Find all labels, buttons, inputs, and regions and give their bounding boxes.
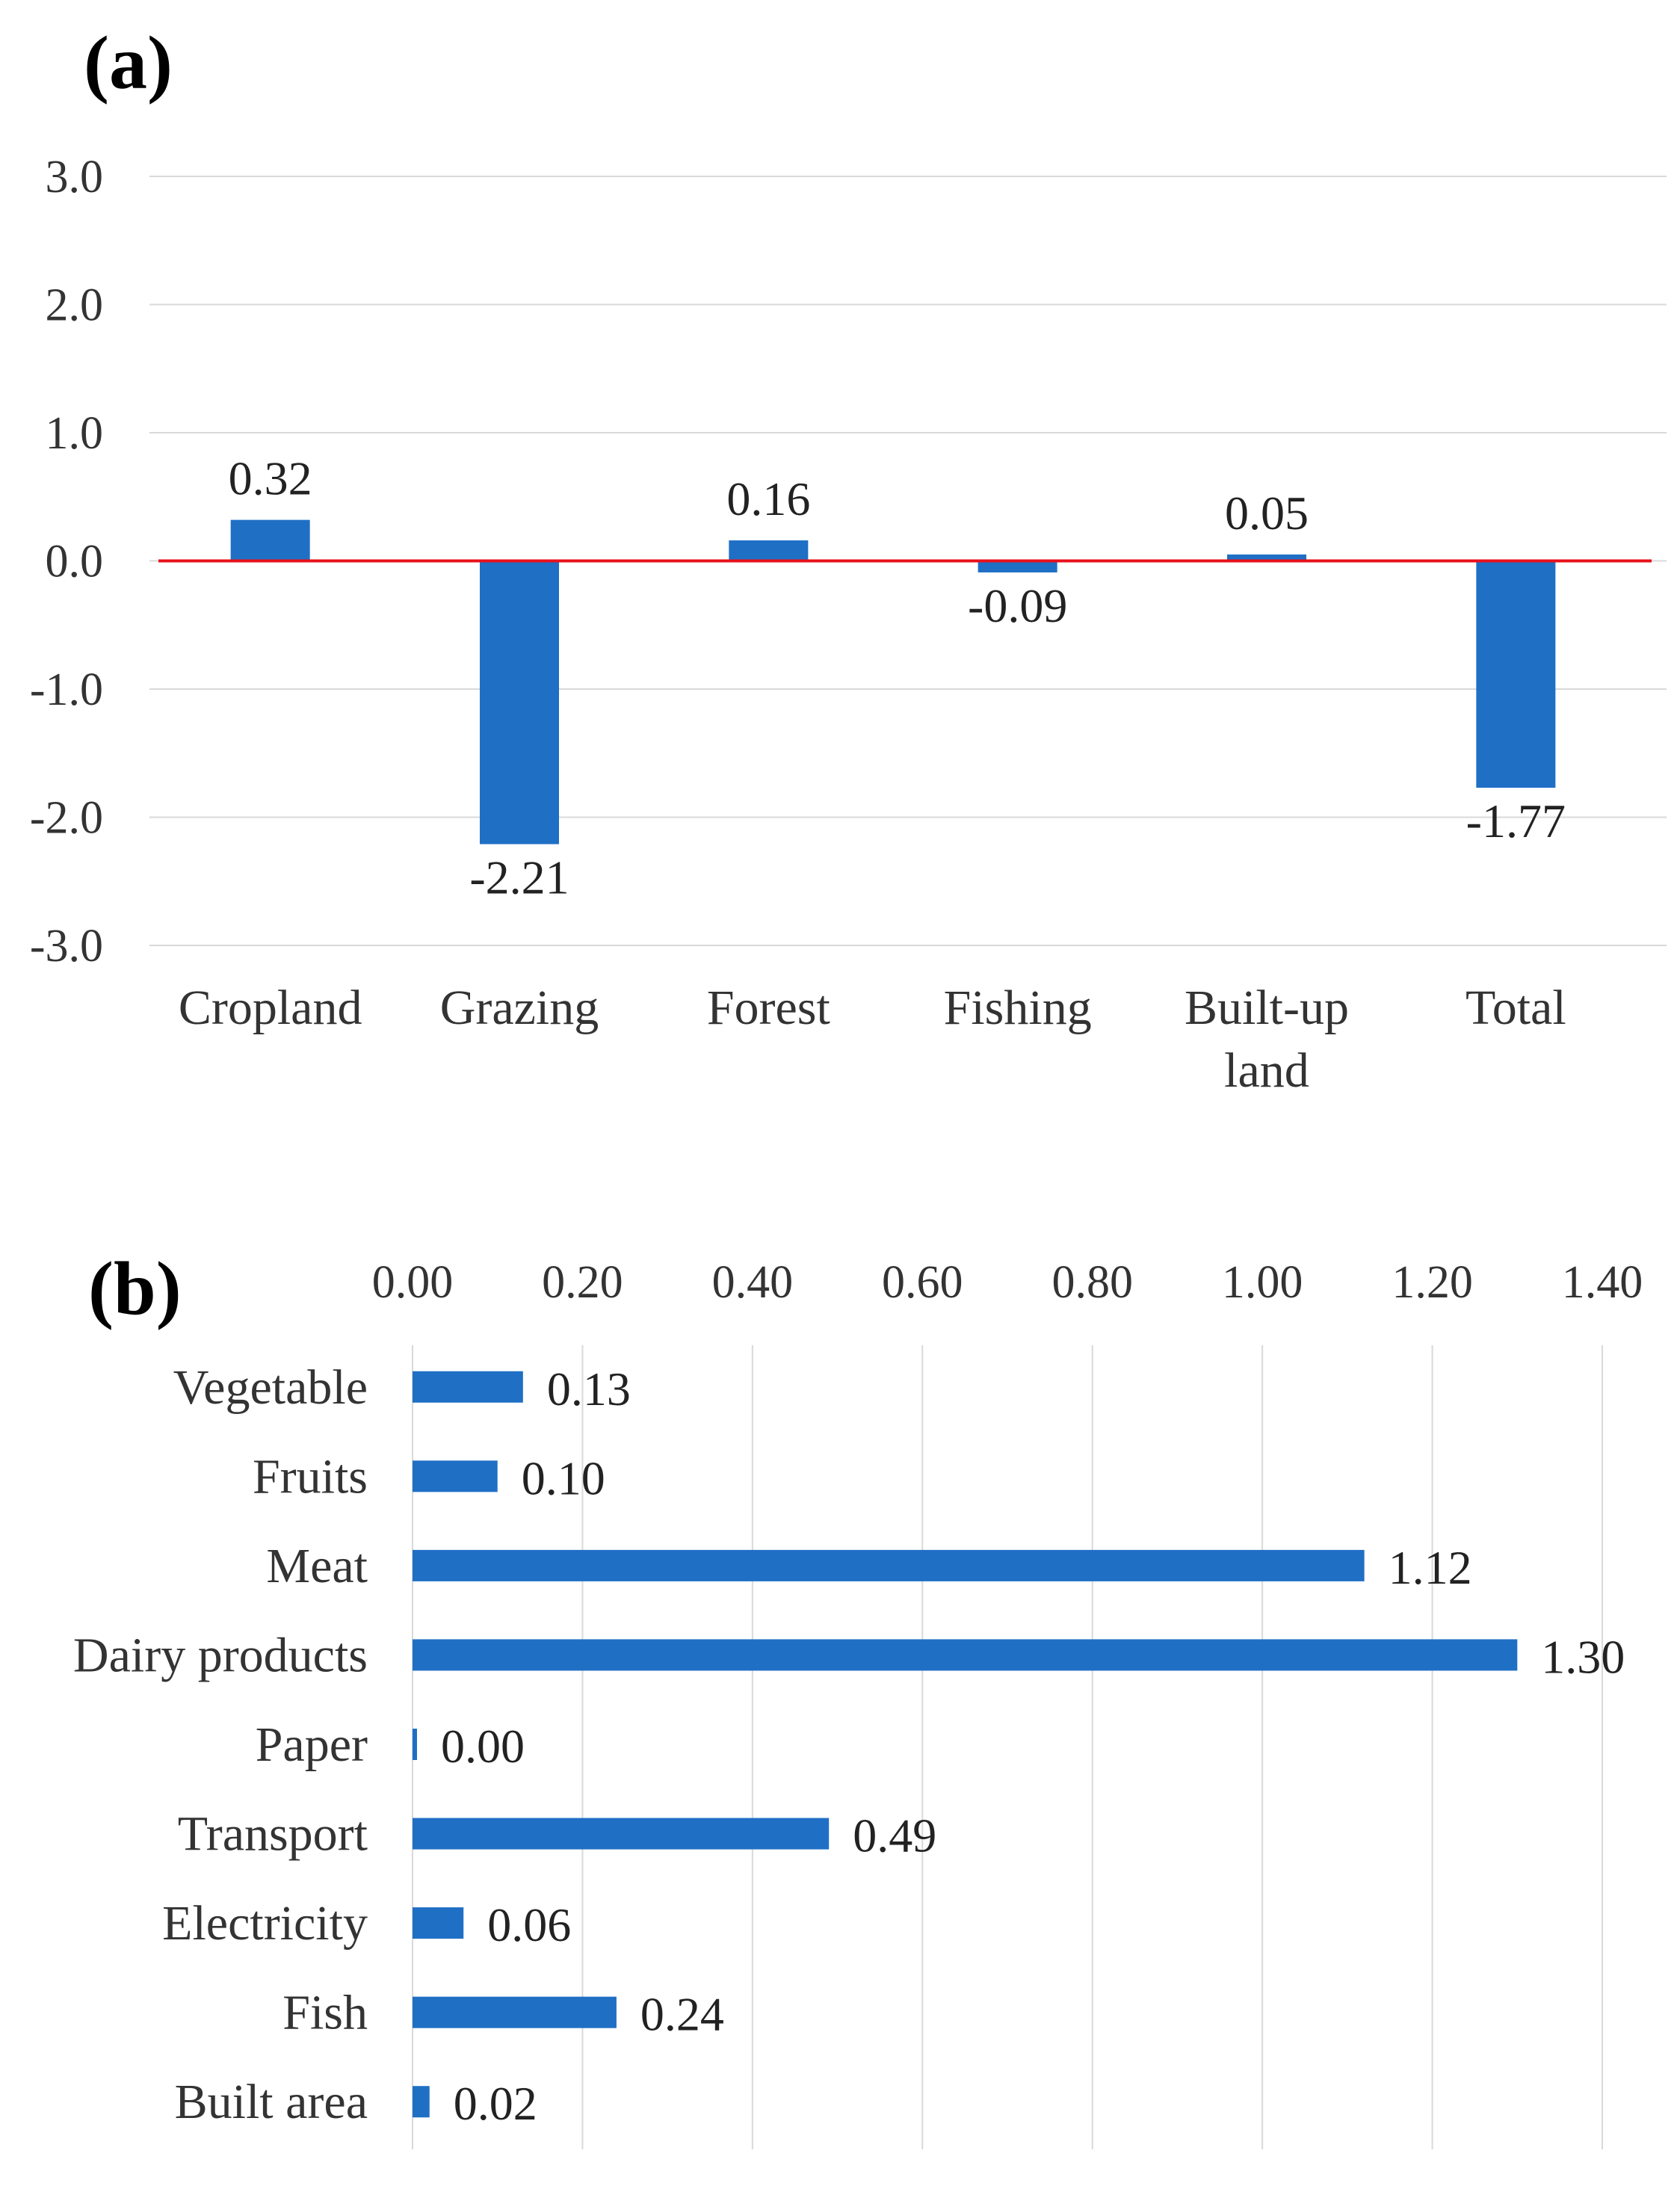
panel-b-bar — [413, 1549, 1365, 1581]
panel-b-data-label: 0.06 — [487, 1898, 571, 1951]
panel-b-x-tick: 0.20 — [542, 1257, 623, 1308]
panel-a-y-tick: 0.0 — [46, 537, 104, 587]
panel-b-data-label: 1.30 — [1541, 1630, 1625, 1683]
panel-a-category-label: land — [1224, 1043, 1309, 1098]
panel-b-x-tick: 0.80 — [1051, 1257, 1133, 1308]
panel-b-category-label: Dairy products — [73, 1628, 368, 1682]
panel-b-x-tick: 1.40 — [1562, 1257, 1643, 1308]
panel-b-data-labels: 0.13 0.10 1.12 1.30 0.00 0.49 0.06 0.24 0.02 — [441, 1362, 1625, 2130]
panel-b-x-tick-labels: 0.00 0.20 0.40 0.60 0.80 1.00 1.20 1.40 — [372, 1257, 1643, 1308]
panel-a-data-labels: 0.32 -2.21 0.16 -0.09 0.05 -1.77 — [229, 452, 1566, 904]
panel-b-category-label: Vegetable — [173, 1360, 368, 1415]
panel-b-bar — [413, 1996, 617, 2028]
panel-a-bar — [978, 561, 1057, 572]
panel-a-category-label: Grazing — [440, 981, 599, 1035]
panel-b-x-tick: 0.00 — [372, 1257, 454, 1308]
panel-b-category-label: Meat — [266, 1539, 368, 1593]
panel-b-x-tick: 0.60 — [882, 1257, 963, 1308]
panel-b-bar — [413, 1639, 1518, 1671]
panel-b-category-label: Transport — [178, 1807, 368, 1862]
panel-b: (b) 0.00 0.20 0.40 0.60 0.80 1.00 1.20 1.40 0.1… — [73, 1247, 1643, 2149]
panel-a-data-label: 0.05 — [1225, 487, 1309, 540]
panel-a-category-label: Fishing — [944, 981, 1092, 1035]
panel-a-category-labels: Cropland Grazing Forest Fishing Built-up land… — [179, 981, 1566, 1098]
panel-a: (a) 3.02.01.00.0-1.0-2.0-3.0 0.32-2.210.… — [30, 21, 1667, 1098]
panel-a-data-label: -1.77 — [1466, 794, 1566, 847]
panel-a-category-label: Cropland — [179, 981, 362, 1035]
panel-b-bar — [413, 1818, 830, 1850]
panel-a-y-tick-labels: 3.0 2.0 1.0 0.0 -1.0 -2.0 -3.0 — [30, 152, 103, 972]
panel-a-category-label: Built-up — [1185, 981, 1349, 1035]
panel-a-y-tick: 2.0 — [46, 280, 104, 331]
panel-a-data-label: -2.21 — [469, 851, 569, 904]
panel-a-y-tick: -1.0 — [30, 664, 103, 715]
panel-b-data-label: 1.12 — [1389, 1541, 1472, 1594]
panel-a-bar — [230, 519, 310, 561]
panel-a-y-tick: 3.0 — [46, 152, 104, 203]
panel-b-bar — [413, 1907, 464, 1939]
panel-a-bar — [1227, 554, 1306, 561]
panel-a-y-tick: -2.0 — [30, 793, 103, 844]
panel-b-category-label: Fruits — [253, 1449, 368, 1504]
panel-b-bar — [413, 2086, 430, 2118]
panel-b-data-label: 0.24 — [640, 1988, 724, 2041]
panel-b-bar — [413, 1371, 523, 1403]
panel-a-data-label: 0.32 — [229, 452, 312, 505]
panel-b-bars — [413, 1371, 1518, 2118]
panel-a-label: (a) — [84, 21, 173, 105]
panel-b-data-label: 0.13 — [547, 1362, 631, 1415]
panel-a-category-label: Total — [1466, 981, 1566, 1035]
panel-b-x-tick: 0.40 — [712, 1257, 794, 1308]
panel-a-bars — [230, 519, 1556, 845]
panel-b-category-label: Electricity — [162, 1896, 368, 1951]
panel-a-y-tick: -3.0 — [30, 921, 103, 972]
panel-b-category-label: Paper — [256, 1717, 368, 1772]
panel-b-category-label: Built area — [175, 2075, 368, 2129]
panel-b-bar — [413, 1729, 417, 1760]
panel-b-bar — [413, 1460, 498, 1492]
panel-b-label: (b) — [88, 1247, 182, 1331]
panel-a-data-label: 0.16 — [726, 472, 810, 525]
panel-b-x-tick: 1.20 — [1392, 1257, 1473, 1308]
panel-b-data-label: 0.10 — [522, 1451, 605, 1504]
panel-a-y-tick: 1.0 — [46, 408, 104, 459]
panel-a-data-label: -0.09 — [968, 579, 1067, 632]
panel-b-category-labels: Vegetable Fruits Meat Dairy products Paper Tr… — [73, 1360, 368, 2129]
panel-b-x-tick: 1.00 — [1222, 1257, 1303, 1308]
panel-a-bar — [480, 561, 559, 845]
panel-a-bar — [1476, 561, 1556, 788]
panel-b-category-label: Fish — [282, 1986, 368, 2040]
panel-a-bar — [729, 540, 809, 561]
panel-b-data-label: 0.00 — [441, 1720, 525, 1773]
panel-b-data-label: 0.49 — [853, 1809, 936, 1862]
panel-b-data-label: 0.02 — [454, 2077, 537, 2130]
panel-a-category-label: Forest — [707, 981, 830, 1035]
